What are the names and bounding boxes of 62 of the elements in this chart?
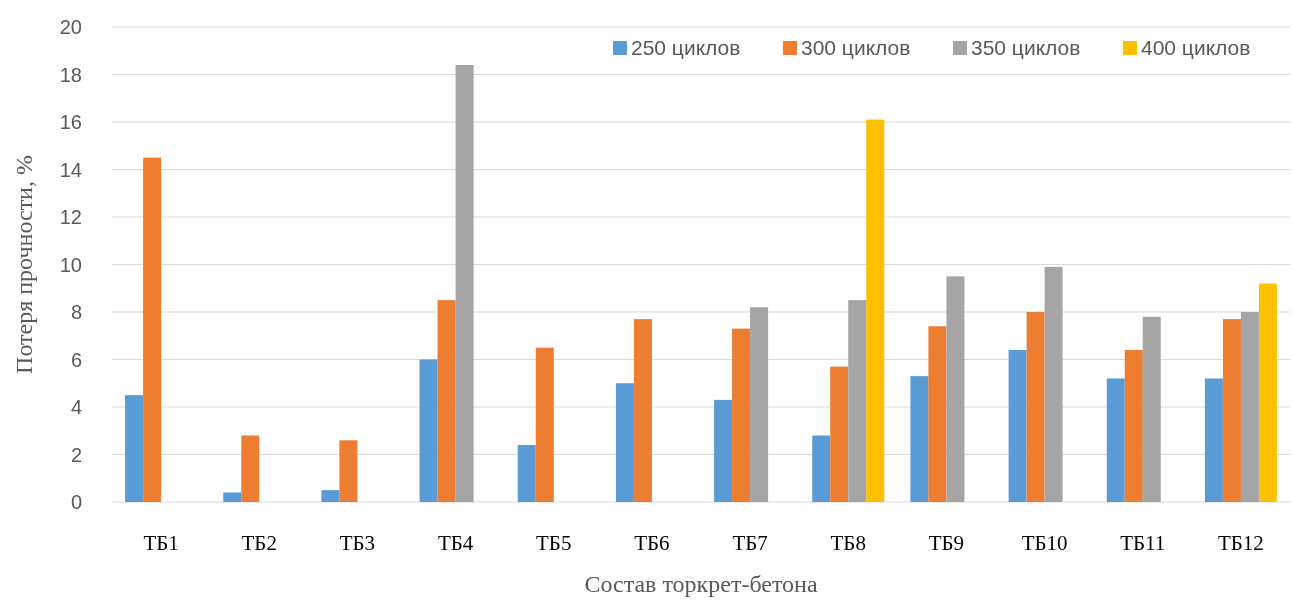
y-axis-title: Потеря прочности, % [11, 155, 37, 374]
y-tick-label: 10 [59, 253, 82, 276]
y-tick-label: 6 [70, 348, 82, 371]
bar [517, 445, 536, 502]
y-tick-label: 14 [59, 158, 82, 181]
bar [1044, 266, 1063, 502]
y-tick-label: 4 [70, 396, 82, 418]
bar [419, 359, 438, 502]
bar [1258, 283, 1277, 502]
bar [535, 347, 554, 502]
x-tick-label: ТБ8 [830, 531, 866, 555]
x-tick-label: ТБ7 [732, 531, 768, 555]
bar [732, 328, 751, 502]
bar [1142, 316, 1161, 502]
bar [125, 395, 144, 502]
y-tick-label: 20 [59, 16, 82, 38]
bar [1222, 319, 1241, 502]
y-tick-label: 2 [70, 443, 82, 466]
bar [946, 276, 965, 502]
bar [1240, 312, 1259, 502]
legend-label: 350 циклов [971, 36, 1081, 60]
bar [714, 399, 733, 502]
bar [339, 440, 358, 502]
y-tick-label: 16 [59, 111, 82, 133]
y-tick-label: 0 [70, 491, 82, 513]
x-tick-label: ТБ11 [1120, 531, 1166, 555]
y-tick-label: 8 [70, 301, 82, 323]
x-tick-label: ТБ1 [143, 531, 179, 555]
bar [812, 435, 831, 502]
x-tick-label: ТБ2 [241, 531, 277, 555]
bar [437, 300, 456, 502]
x-tick-label: ТБ3 [339, 531, 376, 555]
legend-label: 400 циклов [1141, 36, 1251, 60]
bar [1008, 350, 1027, 502]
x-tick-label: ТБ10 [1021, 531, 1068, 555]
bar [1026, 312, 1045, 502]
bar [1124, 350, 1143, 502]
x-tick-label: ТБ9 [928, 531, 965, 555]
bar [1106, 378, 1125, 502]
bar [750, 307, 769, 502]
y-tick-label: 12 [59, 206, 82, 228]
bar [848, 300, 867, 502]
bar [1204, 378, 1223, 502]
bar [321, 490, 340, 502]
bar [615, 383, 634, 502]
bar [223, 492, 242, 502]
bar [241, 435, 260, 502]
bar [830, 366, 849, 502]
bar [928, 326, 947, 502]
x-tick-label: ТБ5 [536, 531, 572, 555]
bar [633, 319, 652, 502]
bar [455, 65, 474, 502]
legend-label: 250 циклов [631, 36, 741, 60]
y-tick-label: 18 [59, 63, 82, 86]
x-tick-label: ТБ6 [634, 531, 670, 555]
x-tick-label: ТБ12 [1217, 531, 1264, 555]
bar [910, 376, 929, 502]
legend-label: 300 циклов [801, 36, 911, 60]
x-tick-label: ТБ4 [437, 531, 474, 555]
x-axis-title: Состав торкрет-бетона [584, 571, 818, 597]
bar [866, 119, 885, 502]
bar [143, 157, 162, 502]
